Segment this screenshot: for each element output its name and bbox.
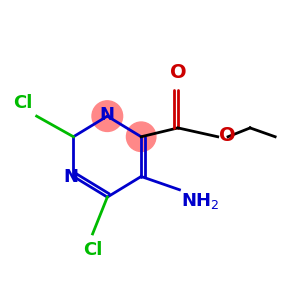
Text: N: N bbox=[100, 106, 115, 124]
Text: Cl: Cl bbox=[83, 241, 102, 259]
Text: N: N bbox=[63, 167, 78, 185]
Text: Cl: Cl bbox=[13, 94, 32, 112]
Circle shape bbox=[92, 101, 123, 131]
Circle shape bbox=[126, 122, 156, 152]
Text: O: O bbox=[219, 126, 236, 145]
Text: NH$_2$: NH$_2$ bbox=[181, 191, 220, 211]
Text: O: O bbox=[170, 63, 186, 82]
